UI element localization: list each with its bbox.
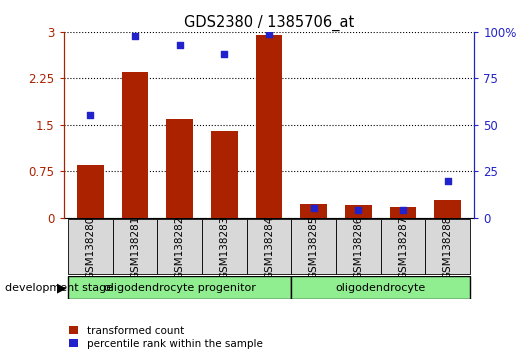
Bar	[434, 200, 461, 218]
Bar	[113, 219, 157, 274]
Bar	[300, 204, 327, 218]
Text: GSM138286: GSM138286	[354, 215, 363, 279]
Text: oligodendrocyte: oligodendrocyte	[335, 282, 426, 293]
Bar	[77, 165, 104, 218]
Bar	[292, 219, 336, 274]
Legend: transformed count, percentile rank within the sample: transformed count, percentile rank withi…	[69, 326, 262, 349]
Bar	[211, 131, 238, 218]
Bar	[255, 35, 282, 218]
Point	[265, 31, 273, 36]
Point	[399, 207, 407, 213]
Bar	[246, 219, 292, 274]
Text: GSM138285: GSM138285	[308, 215, 319, 279]
Bar	[345, 205, 372, 218]
Point	[310, 206, 318, 211]
Point	[131, 33, 139, 39]
Point	[86, 113, 95, 118]
Text: GSM138288: GSM138288	[443, 215, 453, 279]
Title: GDS2380 / 1385706_at: GDS2380 / 1385706_at	[184, 14, 354, 30]
Text: oligodendrocyte progenitor: oligodendrocyte progenitor	[104, 282, 255, 293]
Bar	[68, 219, 113, 274]
Point	[354, 207, 363, 213]
Text: development stage: development stage	[5, 282, 113, 293]
Bar	[381, 219, 425, 274]
Text: GSM138284: GSM138284	[264, 215, 274, 279]
Point	[443, 178, 452, 183]
Bar	[122, 72, 148, 218]
Text: GSM138283: GSM138283	[219, 215, 229, 279]
Bar	[336, 219, 381, 274]
Point	[175, 42, 184, 48]
Text: GSM138281: GSM138281	[130, 215, 140, 279]
Bar	[68, 276, 292, 299]
Bar	[425, 219, 470, 274]
Bar	[292, 276, 470, 299]
Text: GSM138287: GSM138287	[398, 215, 408, 279]
Text: GSM138282: GSM138282	[175, 215, 184, 279]
Bar	[390, 207, 416, 218]
Bar	[166, 119, 193, 218]
Point	[220, 51, 228, 57]
Text: ▶: ▶	[57, 281, 66, 294]
Bar	[202, 219, 246, 274]
Text: GSM138280: GSM138280	[85, 215, 95, 279]
Bar	[157, 219, 202, 274]
